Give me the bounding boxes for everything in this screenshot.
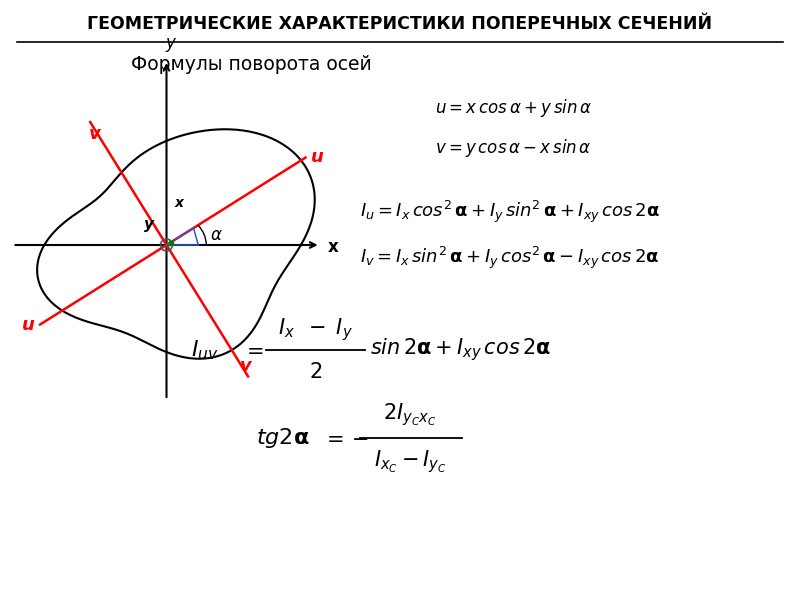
- Text: v: v: [240, 358, 252, 376]
- Text: $I_v = I_x\,sin^2\,\mathbf{\alpha} + I_y\,cos^2\,\mathbf{\alpha} - I_{xy}\,cos\,: $I_v = I_x\,sin^2\,\mathbf{\alpha} + I_y…: [360, 245, 659, 271]
- Text: $2I_{y_C x_C}$: $2I_{y_C x_C}$: [383, 401, 437, 428]
- Text: $2$: $2$: [309, 362, 322, 382]
- Text: $sin\,2\mathbf{\alpha} + I_{xy}\,cos\,2\mathbf{\alpha}$: $sin\,2\mathbf{\alpha} + I_{xy}\,cos\,2\…: [370, 337, 551, 364]
- Text: u: u: [22, 316, 34, 334]
- Text: $= -$: $= -$: [322, 428, 370, 448]
- Text: $I_{x_C} - I_{y_C}$: $I_{x_C} - I_{y_C}$: [374, 449, 446, 475]
- Text: $\mathbf{x}$: $\mathbf{x}$: [327, 238, 340, 256]
- Text: u: u: [311, 148, 324, 166]
- Text: $v = y\,cos\,\alpha - x\,sin\,\alpha$: $v = y\,cos\,\alpha - x\,sin\,\alpha$: [434, 137, 591, 159]
- Text: $I_{uv}$: $I_{uv}$: [191, 338, 219, 362]
- Text: $\alpha$: $\alpha$: [210, 226, 222, 244]
- Text: y: y: [166, 34, 175, 52]
- Text: v: v: [90, 125, 101, 143]
- Text: Формулы поворота осей: Формулы поворота осей: [130, 55, 371, 74]
- Text: $=$: $=$: [242, 340, 264, 360]
- Text: $I_x \;\; - \; I_y$: $I_x \;\; - \; I_y$: [278, 317, 353, 343]
- Text: ГЕОМЕТРИЧЕСКИЕ ХАРАКТЕРИСТИКИ ПОПЕРЕЧНЫХ СЕЧЕНИЙ: ГЕОМЕТРИЧЕСКИЕ ХАРАКТЕРИСТИКИ ПОПЕРЕЧНЫХ…: [87, 15, 713, 33]
- Text: y: y: [144, 217, 154, 232]
- Text: $tg2\mathbf{\alpha}$: $tg2\mathbf{\alpha}$: [256, 426, 310, 450]
- Text: x: x: [175, 196, 184, 210]
- Text: $u = x\,cos\,\alpha + y\,sin\,\alpha$: $u = x\,cos\,\alpha + y\,sin\,\alpha$: [434, 97, 592, 119]
- Text: $I_u = I_x\,cos^2\,\mathbf{\alpha} + I_y\,sin^2\,\mathbf{\alpha} + I_{xy}\,cos\,: $I_u = I_x\,cos^2\,\mathbf{\alpha} + I_y…: [360, 199, 660, 225]
